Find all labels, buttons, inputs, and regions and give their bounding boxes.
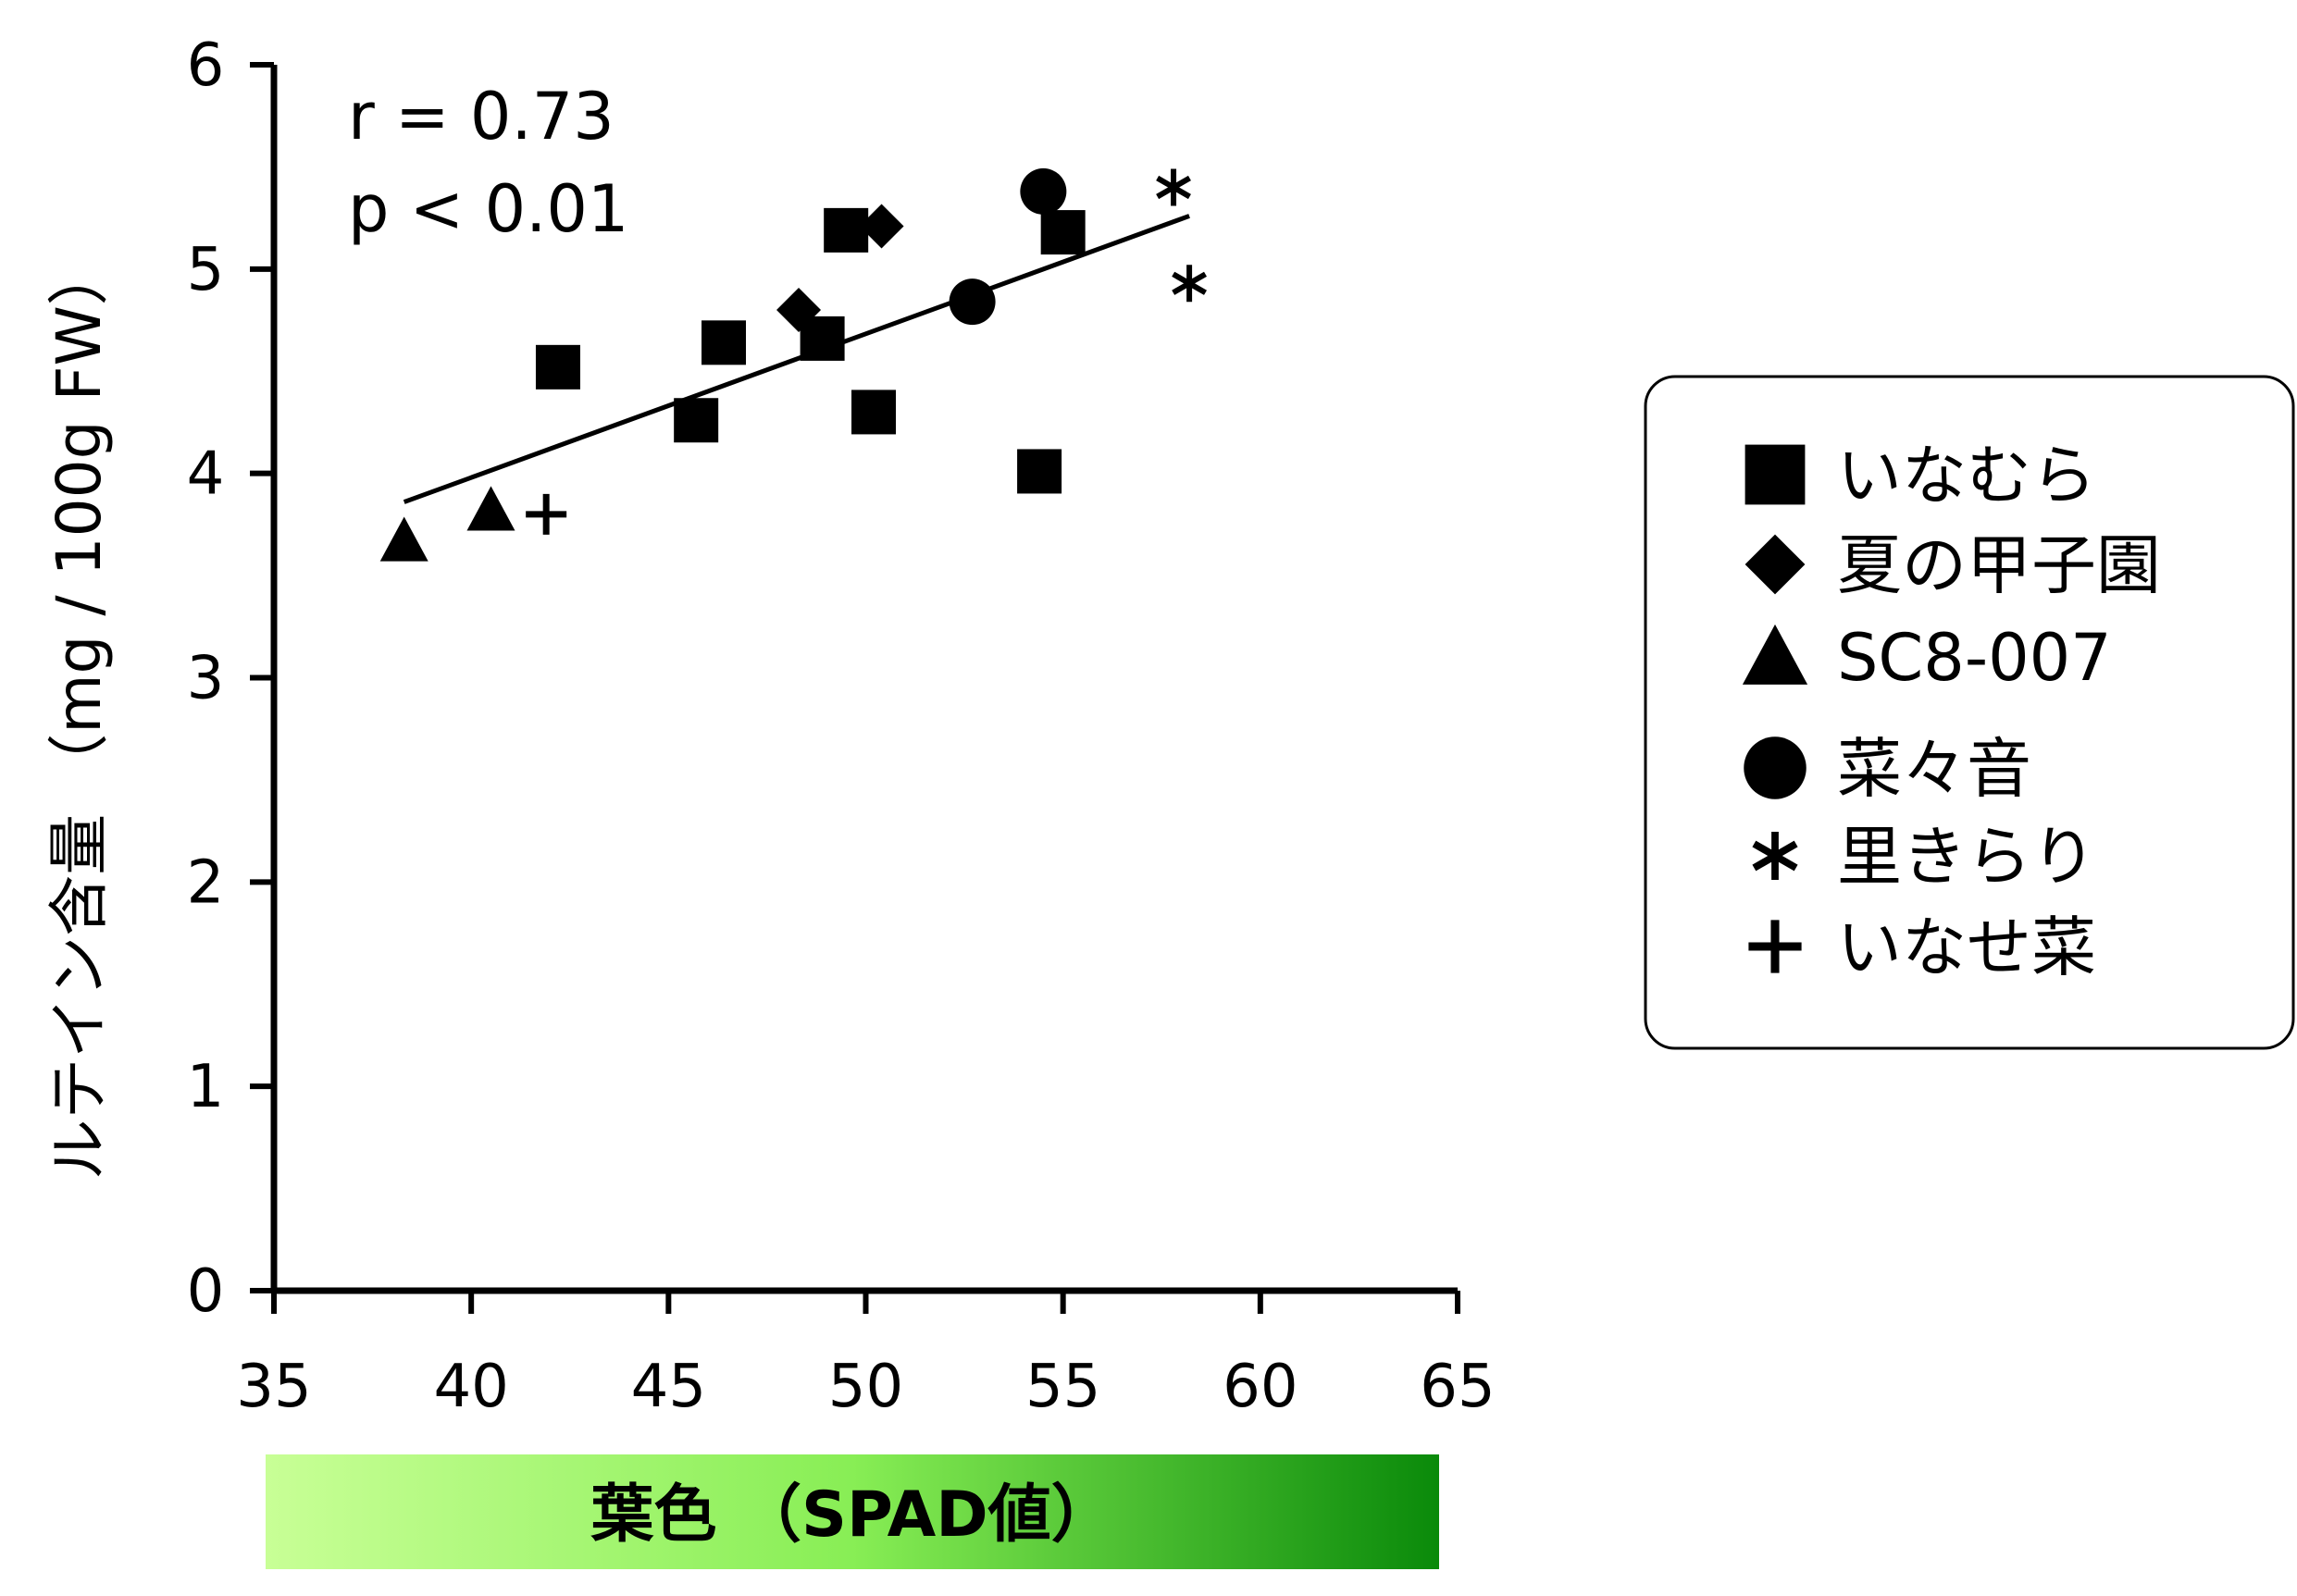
data-point-square — [535, 344, 580, 390]
y-tick-label: 1 — [187, 1053, 225, 1121]
legend-item-label: 夏の甲子園 — [1837, 527, 2161, 603]
x-tick-label: 35 — [236, 1353, 311, 1421]
data-points — [379, 167, 1207, 562]
x-axis-label: 葉色 （SPAD値） — [590, 1478, 1113, 1552]
data-point-square — [800, 315, 845, 361]
y-axis-ticks: 0 1 2 3 4 5 6 — [187, 31, 274, 1326]
data-point-circle — [1020, 167, 1067, 215]
legend-item-label: 菜々音 — [1837, 731, 2031, 807]
data-point-square — [824, 207, 869, 253]
data-point-diamond — [859, 204, 904, 249]
y-tick-label: 0 — [187, 1257, 225, 1326]
legend-item-label: いなせ菜 — [1837, 909, 2096, 985]
data-point-square — [674, 398, 719, 443]
x-tick-label: 65 — [1420, 1353, 1495, 1421]
legend-marker-square — [1744, 444, 1806, 505]
p-value-annotation: p < 0.01 — [348, 171, 628, 247]
data-point-square — [851, 390, 897, 435]
data-point-asterisk — [1156, 168, 1191, 206]
x-tick-label: 50 — [828, 1353, 903, 1421]
x-axis-ticks: 35 40 45 50 55 60 65 — [236, 1291, 1496, 1421]
data-point-circle — [949, 278, 996, 326]
x-tick-label: 45 — [631, 1353, 706, 1421]
y-tick-label: 3 — [187, 645, 225, 713]
data-point-square — [702, 320, 747, 365]
legend-item-label: いなむら — [1837, 438, 2096, 513]
data-point-diamond — [776, 288, 822, 332]
legend-item-label: 里きらり — [1837, 819, 2096, 895]
data-point-square — [1040, 210, 1086, 255]
y-tick-label: 5 — [187, 236, 225, 304]
correlation-r-annotation: r = 0.73 — [348, 79, 615, 155]
data-point-triangle — [379, 516, 428, 562]
data-point-plus — [526, 493, 567, 535]
trendline — [403, 214, 1190, 504]
legend-marker-asterisk — [1752, 832, 1798, 880]
legend-item-label: SC8-007 — [1837, 620, 2112, 696]
legend-marker-diamond — [1744, 534, 1806, 595]
legend-box — [1644, 375, 2295, 1050]
legend-marker-plus — [1748, 920, 1802, 973]
legend-marker-circle — [1744, 736, 1807, 799]
y-axis-label: ルテイン含量 （mg / 100g FW） — [43, 244, 115, 1180]
legend-marker-triangle — [1742, 624, 1808, 685]
x-axis-label-band — [266, 1454, 1439, 1569]
data-point-triangle — [466, 486, 515, 531]
data-point-square — [1017, 449, 1062, 494]
x-tick-label: 55 — [1025, 1353, 1100, 1421]
y-tick-label: 2 — [187, 848, 225, 917]
x-tick-label: 60 — [1223, 1353, 1297, 1421]
y-tick-label: 4 — [187, 440, 225, 509]
data-point-asterisk — [1172, 265, 1207, 303]
y-tick-label: 6 — [187, 31, 225, 100]
x-tick-label: 40 — [433, 1353, 508, 1421]
